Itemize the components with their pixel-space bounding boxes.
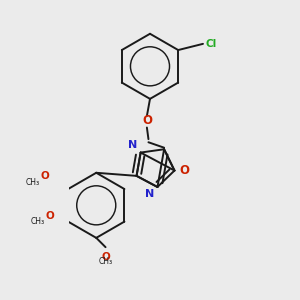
Text: CH₃: CH₃ (31, 217, 45, 226)
Text: Cl: Cl (205, 39, 217, 49)
Text: O: O (40, 171, 49, 181)
Text: O: O (179, 164, 189, 177)
Text: O: O (101, 252, 110, 262)
Text: CH₃: CH₃ (98, 256, 112, 266)
Text: N: N (128, 140, 138, 150)
Text: N: N (145, 189, 154, 199)
Text: CH₃: CH₃ (26, 178, 40, 187)
Text: O: O (142, 114, 152, 127)
Text: O: O (45, 211, 54, 221)
